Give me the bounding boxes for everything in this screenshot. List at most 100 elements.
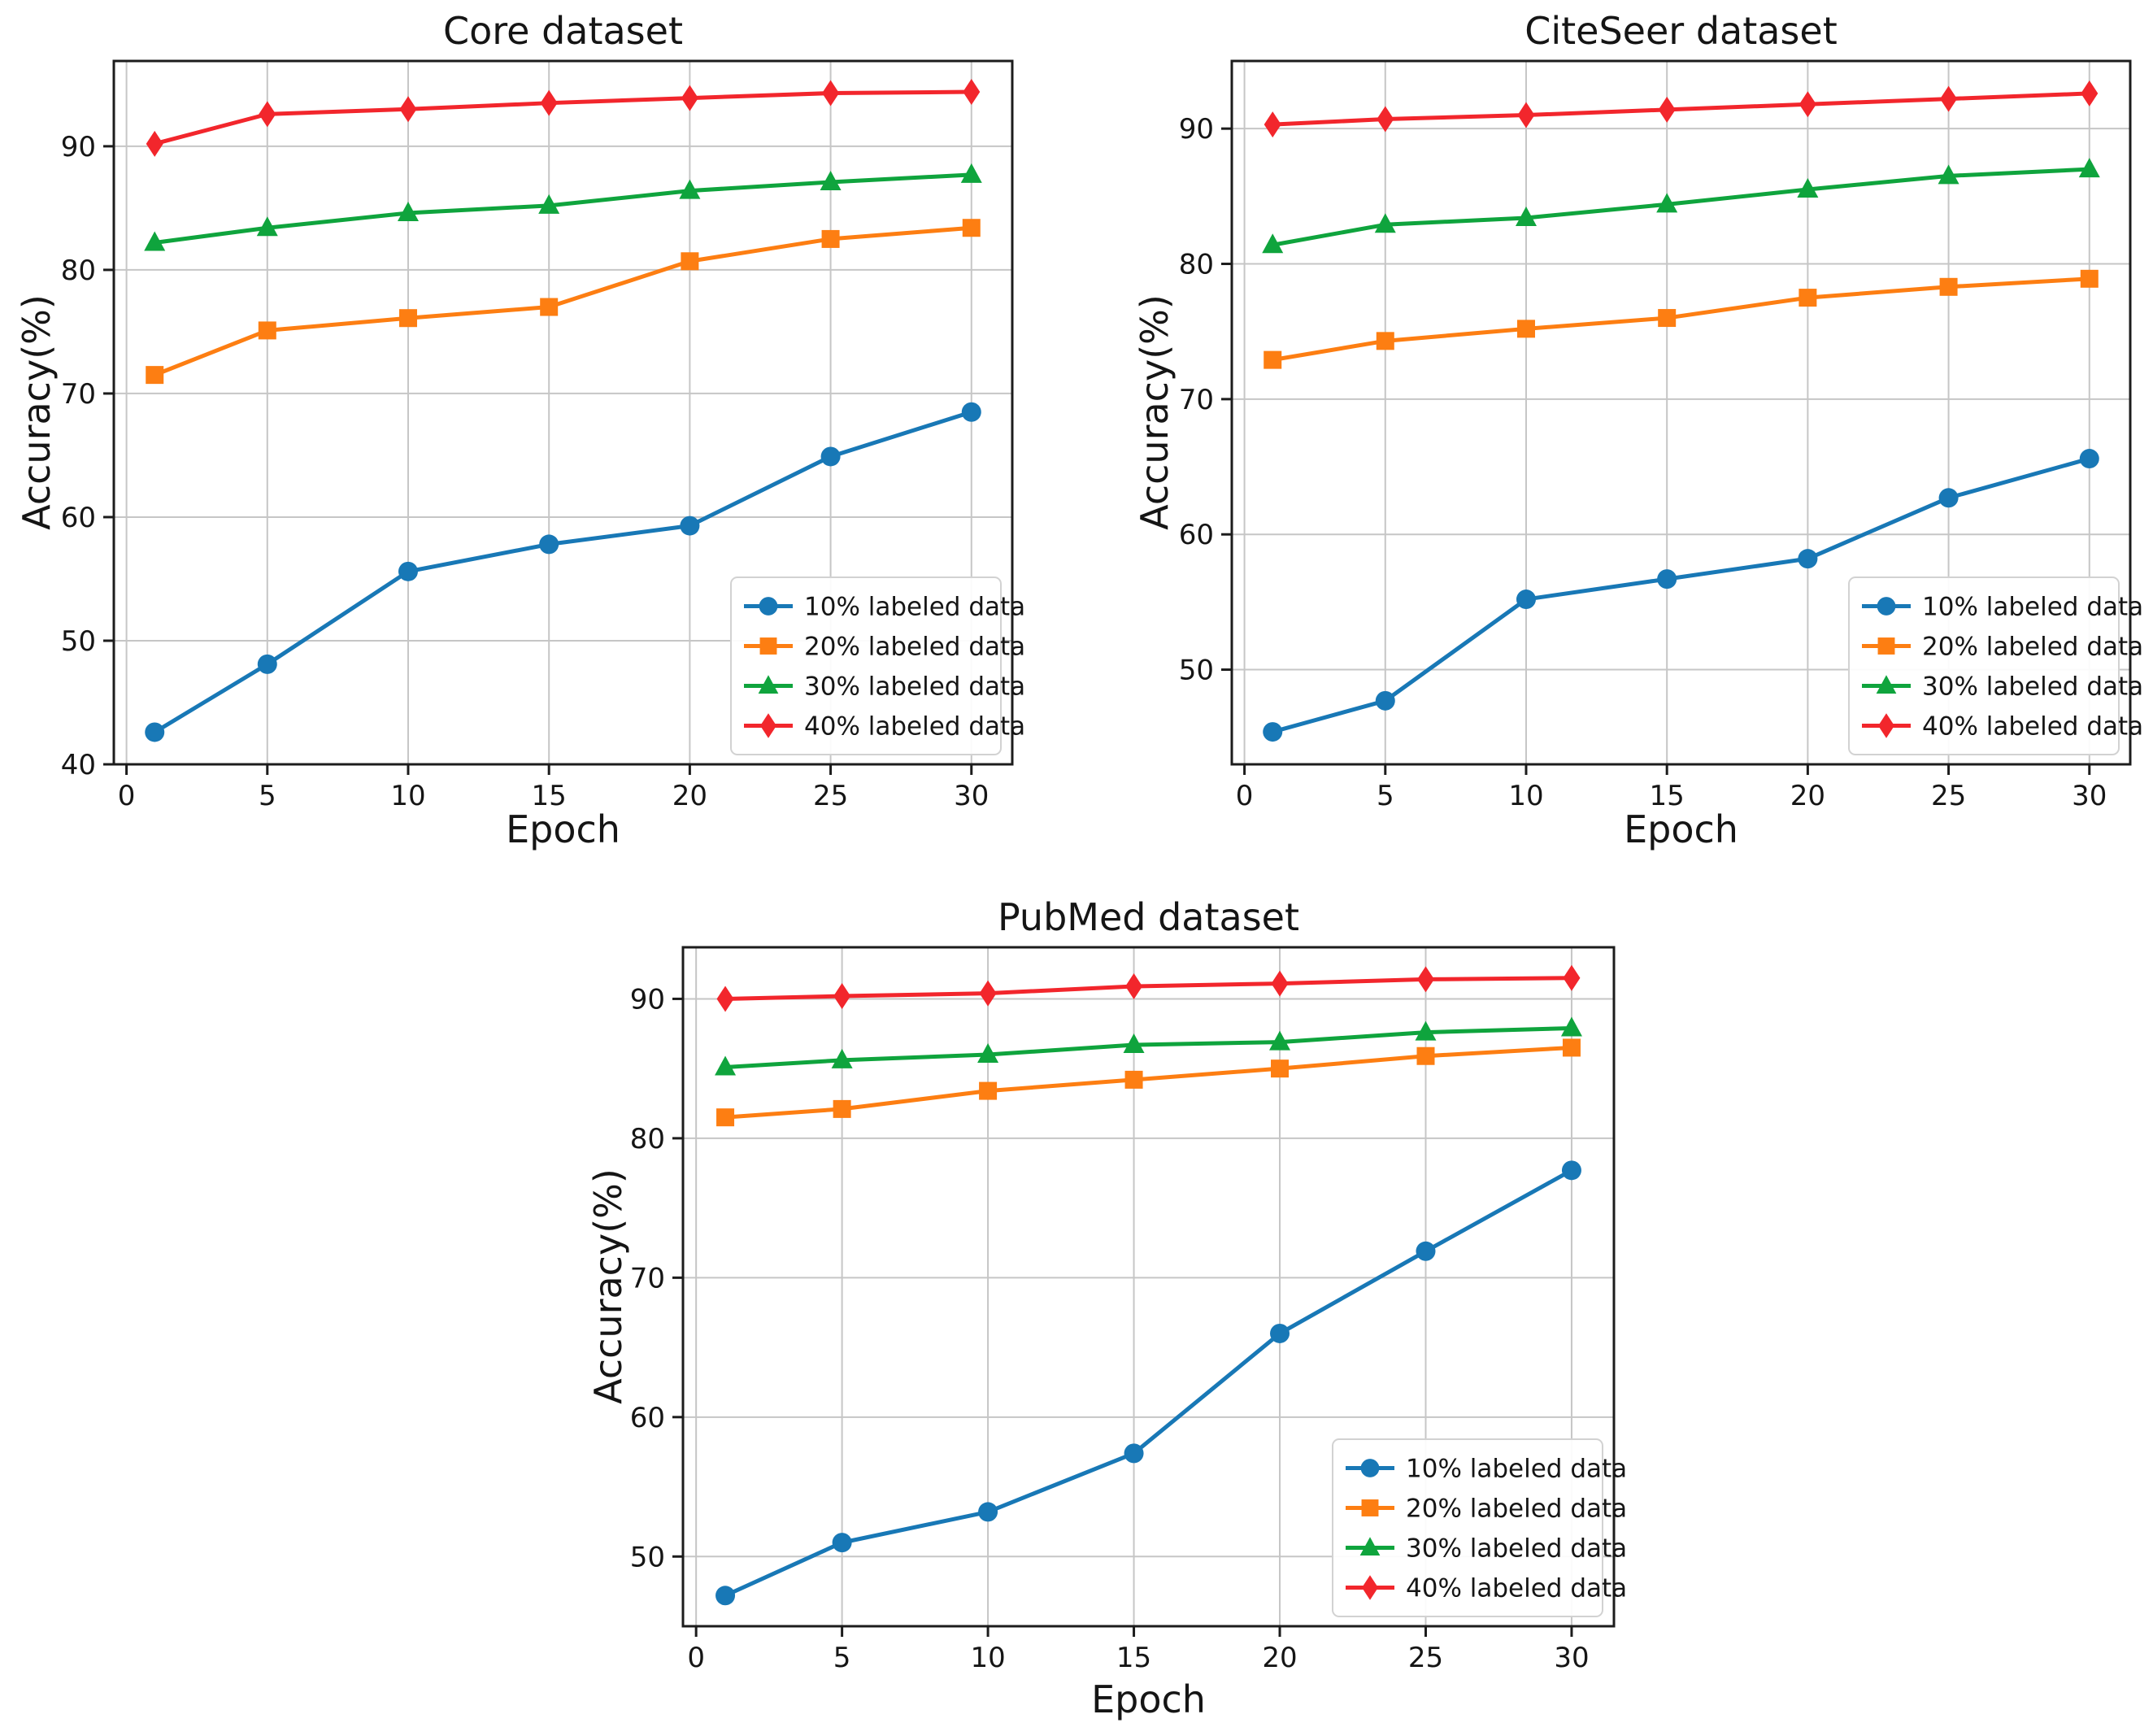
y-tick-label: 80 [630,1123,665,1155]
square-marker [1877,637,1895,655]
y-tick-label: 80 [1179,249,1214,281]
circle-marker [832,1533,852,1553]
circle-marker [715,1586,736,1606]
circle-marker [539,534,559,555]
diamond-marker [1799,91,1816,118]
series-40-labeled-data [1264,80,2099,138]
circle-marker [1416,1241,1436,1261]
square-marker [962,219,981,237]
square-marker [1799,289,1817,307]
triangle-up-marker [1515,206,1537,226]
diamond-marker [1377,106,1394,133]
legend-label: 30% labeled data [1922,672,2143,702]
x-tick-label: 30 [954,780,989,812]
y-tick-label: 90 [1179,113,1214,146]
legend-label: 40% labeled data [1406,1574,1627,1603]
square-marker [979,1081,998,1100]
diamond-marker [1563,964,1581,991]
diamond-marker [1271,970,1289,997]
circle-marker [257,654,277,674]
legend-label: 30% labeled data [804,672,1025,702]
circle-marker [1124,1443,1144,1464]
square-marker [681,252,699,271]
square-marker [821,229,840,248]
legend-label: 20% labeled data [1406,1495,1627,1524]
legend: 10% labeled data 20% labeled data 30% labe… [1848,576,2143,755]
triangle-up-marker [1560,1016,1582,1037]
triangle-up-marker [977,1043,999,1064]
axis-ticks: 0 5 10 15 20 25 30 40 50 60 70 80 90 [61,131,990,812]
x-tick-label: 15 [1650,780,1685,812]
pubmed-chart-title: PubMed dataset [997,895,1299,939]
series-line [152,172,974,245]
y-tick-label: 50 [1179,655,1214,687]
triangle-up-marker [1374,213,1396,233]
circle-marker [759,597,778,616]
series-group [144,79,982,742]
diamond-marker [1658,96,1676,123]
triangle-up-marker [1876,675,1897,694]
square-marker [2080,269,2099,288]
y-tick-label: 60 [630,1402,665,1434]
triangle-up-marker [2078,158,2100,178]
y-tick-label: 60 [1179,519,1214,551]
square-marker [833,1099,851,1118]
square-marker [1939,277,1958,296]
legend-label: 20% labeled data [1922,633,2143,662]
triangle-up-marker [960,163,982,183]
series-10-labeled-data [1263,449,2099,742]
x-tick-label: 20 [1262,1642,1297,1674]
series-30-labeled-data [144,163,982,251]
series-20-labeled-data [146,219,981,385]
circle-marker [398,561,418,581]
diamond-marker [1125,973,1143,1000]
triangle-up-marker [1359,1537,1381,1555]
series-30-labeled-data [715,1016,1582,1076]
x-tick-label: 10 [1508,780,1543,812]
citeseer-chart-plot: 0 5 10 15 20 25 30 50 60 70 80 90 10% labeled data 20… [1179,59,2143,812]
y-tick-label: 40 [61,749,96,781]
diamond-marker [1264,111,1281,138]
series-40-labeled-data [716,964,1581,1012]
x-tick-label: 15 [532,780,567,812]
square-marker [1361,1499,1379,1516]
series-line [723,1025,1574,1069]
y-tick-label: 80 [61,255,96,287]
x-tick-label: 25 [1408,1642,1443,1674]
x-tick-label: 15 [1116,1642,1151,1674]
square-marker [1124,1070,1143,1089]
circle-marker [145,722,165,742]
square-marker [1264,350,1282,369]
legend-label: 10% labeled data [804,593,1025,622]
y-tick-label: 50 [61,625,96,658]
triangle-up-marker [1269,1030,1291,1051]
circle-marker [1375,690,1395,711]
triangle-up-marker [715,1055,737,1076]
square-marker [398,309,417,328]
series-line [1270,276,2092,363]
series-line [1270,167,2092,247]
y-tick-label: 70 [1179,384,1214,416]
y-tick-label: 90 [61,131,96,163]
diamond-marker [963,79,981,106]
circle-marker [1657,569,1677,590]
circle-marker [961,402,981,422]
citeseer-x-axis-label: Epoch [1624,807,1738,851]
diamond-marker [1878,713,1894,738]
x-tick-label: 30 [1554,1642,1589,1674]
x-tick-label: 30 [2072,780,2107,812]
triangle-up-marker [1123,1033,1145,1054]
x-tick-label: 0 [118,780,136,812]
square-marker [1376,332,1394,350]
square-marker [1271,1059,1290,1078]
legend-label: 40% labeled data [1922,712,2143,742]
circle-marker [1938,488,1959,508]
square-marker [1416,1046,1435,1065]
triangle-up-marker [144,231,166,251]
core-chart-title: Core dataset [442,9,683,53]
square-marker [146,366,164,385]
diamond-marker [1517,102,1535,128]
circle-marker [2079,449,2099,469]
x-tick-label: 0 [687,1642,705,1674]
